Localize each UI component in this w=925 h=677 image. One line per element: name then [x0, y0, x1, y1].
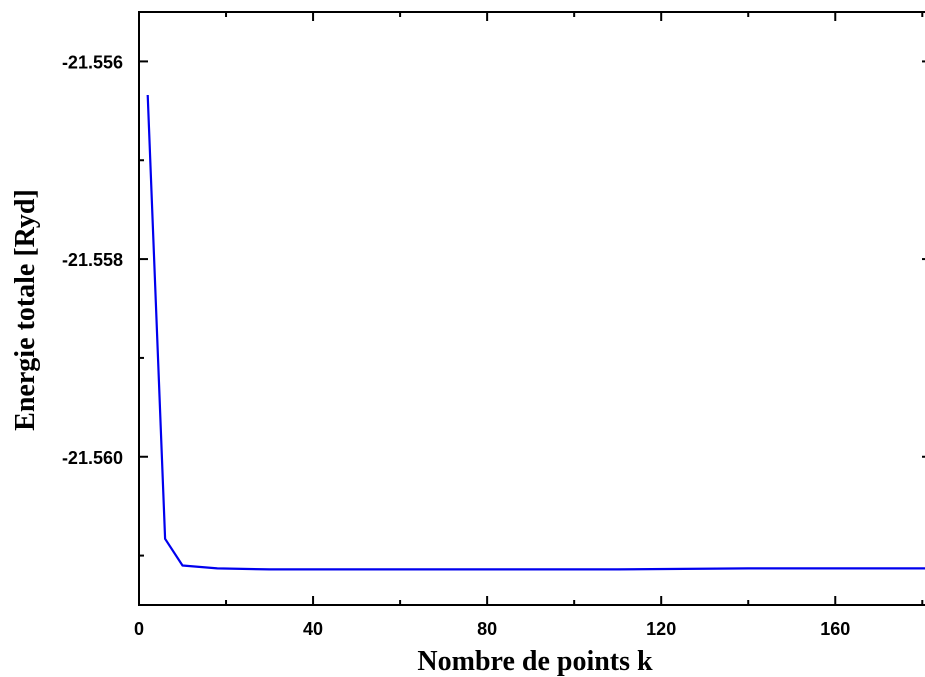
data-series: [146, 94, 925, 571]
tick-marks: [138, 12, 925, 605]
y-tick-label: -21.558: [62, 250, 123, 270]
y-tick-label: -21.560: [62, 448, 123, 468]
y-axis-title: Energie totale [Ryd]: [10, 189, 41, 431]
x-tick-label: 120: [646, 619, 676, 639]
x-tick-label: 0: [134, 619, 144, 639]
x-tick-label: 80: [477, 619, 497, 639]
x-tick-label: 160: [820, 619, 850, 639]
x-axis-title: Nombre de points k: [417, 646, 653, 677]
series-line-0: [146, 94, 925, 571]
plot-frame: [138, 11, 925, 606]
tick-labels: 0 40 80 120 160 -21.556 -21.558 -21.560: [62, 52, 850, 639]
x-tick-label: 40: [303, 619, 323, 639]
y-tick-label: -21.556: [62, 52, 123, 72]
